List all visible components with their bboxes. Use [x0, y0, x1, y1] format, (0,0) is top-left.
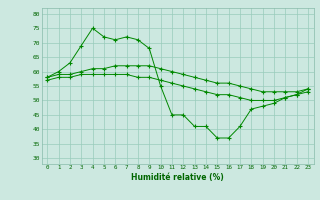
X-axis label: Humidité relative (%): Humidité relative (%): [131, 173, 224, 182]
